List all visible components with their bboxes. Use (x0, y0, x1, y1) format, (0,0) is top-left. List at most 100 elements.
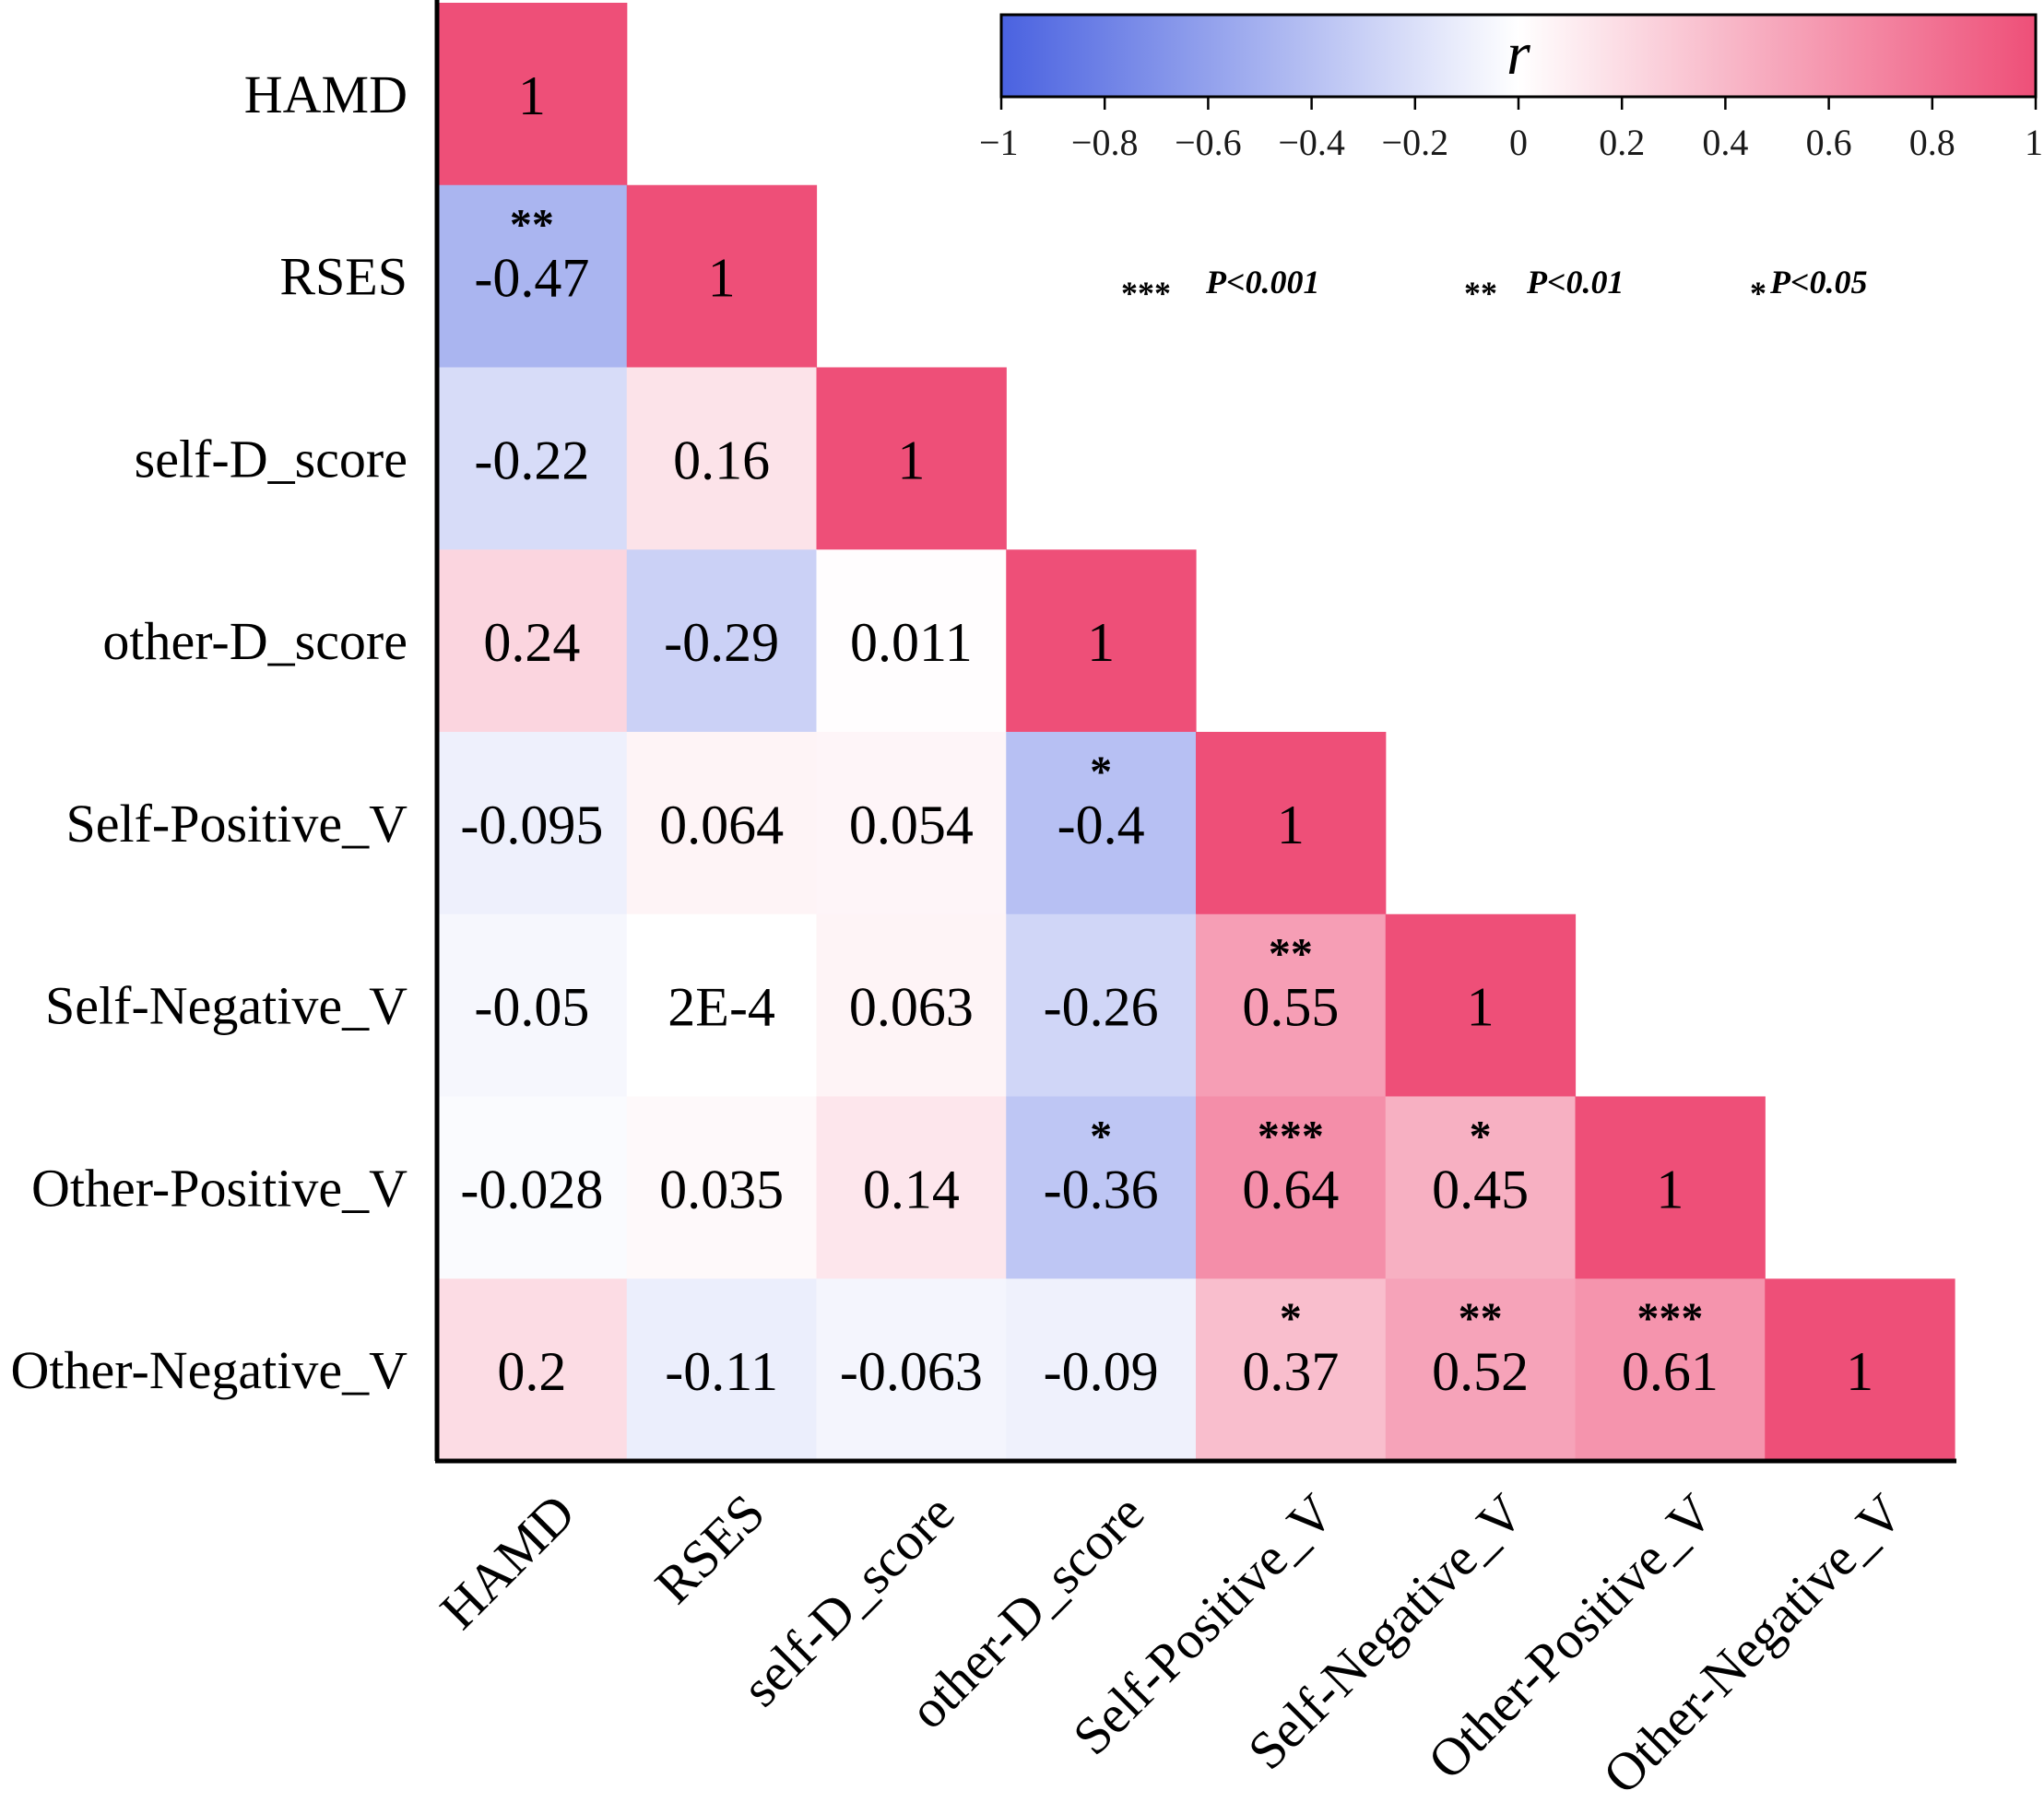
cell-value-label: 0.2 (497, 1341, 566, 1402)
cell-rect (1006, 732, 1197, 915)
row-label: Self-Positive_V (65, 794, 408, 854)
colorbar-tick-label: 0.4 (1702, 122, 1748, 163)
cell-value-label: -0.47 (474, 248, 589, 309)
column-label: RSES (644, 1482, 776, 1615)
colorbar-tick-label: 0.2 (1599, 122, 1645, 163)
cell-value-label: 0.37 (1242, 1341, 1339, 1402)
cell-rect (1196, 732, 1387, 915)
cell-rect (816, 1096, 1007, 1279)
cell-rect (626, 184, 818, 369)
heatmap-cell: 0.45* (1385, 1096, 1577, 1279)
legend-stars: *** (1121, 275, 1171, 312)
heatmap-cell: 0.011 (816, 549, 1007, 733)
cell-rect (626, 549, 818, 733)
significance-stars: ** (1269, 930, 1313, 979)
heatmap-cell: 2E-4 (626, 913, 818, 1098)
cell-value-label: -0.36 (1044, 1159, 1159, 1219)
legend-entry: * P<0.05 (1750, 264, 1868, 312)
cell-value-label: 0.24 (483, 612, 580, 673)
significance-stars: *** (1636, 1294, 1703, 1343)
heatmap-cell: -0.36* (1006, 1096, 1197, 1279)
cell-value-label: 0.61 (1622, 1341, 1719, 1402)
cell-rect (626, 367, 818, 550)
heatmap-cell: -0.22 (437, 367, 628, 550)
cell-rect (437, 3, 628, 186)
significance-stars: * (1090, 748, 1112, 796)
cell-value-label: 0.063 (849, 977, 974, 1038)
row-label: Other-Positive_V (31, 1158, 408, 1218)
heatmap-cell: 0.55** (1196, 913, 1387, 1098)
row-label: HAMD (244, 65, 408, 124)
cell-rect (437, 549, 628, 733)
significance-stars: * (1470, 1112, 1492, 1160)
colorbar-tick-label: −0.8 (1071, 122, 1139, 163)
legend-label: P<0.01 (1526, 264, 1625, 300)
cell-rect (1006, 1278, 1197, 1462)
colorbar-tick-label: −0.2 (1382, 122, 1449, 163)
heatmap-cell: -0.29 (626, 549, 818, 733)
colorbar-tick-label: −1 (979, 122, 1019, 163)
legend-label: P<0.05 (1769, 264, 1868, 300)
legend-label: P<0.001 (1205, 264, 1320, 300)
legend-stars: ** (1464, 275, 1497, 312)
significance-stars: ** (510, 201, 554, 250)
cell-value-label: 0.16 (673, 430, 770, 490)
heatmap-cell: 1 (1006, 549, 1197, 733)
cell-rect (1385, 913, 1577, 1098)
cell-rect (1196, 1096, 1387, 1279)
heatmap-cell: 0.24 (437, 549, 628, 733)
cell-value-label: -0.29 (664, 612, 779, 673)
cell-value-label: 1 (1467, 977, 1495, 1038)
heatmap-cell: 0.16 (626, 367, 818, 550)
heatmap-cell: -0.09 (1006, 1278, 1197, 1462)
heatmap-cell: 0.035 (626, 1096, 818, 1279)
cell-rect (437, 367, 628, 550)
significance-stars: *** (1258, 1112, 1324, 1160)
heatmap-cell: 0.063 (816, 913, 1007, 1098)
row-label: Self-Negative_V (45, 976, 408, 1036)
cell-rect (816, 913, 1007, 1098)
cell-value-label: -0.09 (1044, 1341, 1159, 1402)
cell-rect (816, 367, 1007, 550)
heatmap-cell: 0.37* (1196, 1278, 1387, 1462)
heatmap-cell: 0.054 (816, 732, 1007, 915)
heatmap-cell: 1 (1575, 1096, 1766, 1279)
cell-value-label: 1 (897, 430, 925, 490)
heatmap-cell: -0.095 (437, 732, 628, 915)
cell-rect (1006, 549, 1197, 733)
heatmap-cell: 0.61*** (1575, 1278, 1766, 1462)
heatmap-cell: 1 (1196, 732, 1387, 915)
cell-value-label: 1 (1656, 1159, 1684, 1219)
significance-legend: *** P<0.001 ** P<0.01 * P<0.05 (1121, 264, 1868, 312)
cell-rect (1765, 1278, 1955, 1462)
colorbar-tick-label: 0.6 (1806, 122, 1852, 163)
heatmap-cell: -0.063 (816, 1278, 1007, 1462)
colorbar-gradient (999, 13, 2038, 99)
cell-value-label: -0.063 (840, 1341, 983, 1402)
cell-value-label: 2E-4 (668, 977, 775, 1038)
cell-value-label: 1 (1087, 612, 1115, 673)
cell-rect (437, 732, 628, 915)
cell-value-label: 0.45 (1432, 1159, 1529, 1219)
legend-entry: ** P<0.01 (1464, 264, 1625, 312)
heatmap-cell: 1 (1385, 913, 1577, 1098)
legend-entry: *** P<0.001 (1121, 264, 1320, 312)
significance-stars: * (1280, 1294, 1302, 1343)
cell-value-label: 1 (1846, 1341, 1873, 1402)
cell-value-label: -0.05 (474, 977, 589, 1038)
cell-value-label: 1 (1277, 795, 1305, 855)
cell-rect (626, 1278, 818, 1462)
cell-value-label: 0.52 (1432, 1341, 1529, 1402)
cell-value-label: 0.064 (659, 795, 784, 855)
colorbar-title: r (1506, 20, 1530, 88)
cell-rect (626, 732, 818, 915)
heatmap-cell: -0.11 (626, 1278, 818, 1462)
cell-rect (1196, 913, 1387, 1098)
cell-value-label: 1 (518, 65, 546, 126)
heatmap-cell: 0.2 (437, 1278, 628, 1462)
column-label: HAMD (429, 1482, 586, 1640)
heatmap-cells: 1-0.47**1-0.22 0.16 10.24 -0.29 0.011 1-0.095… (437, 3, 1955, 1462)
cell-value-label: 0.011 (850, 612, 973, 673)
heatmap-cell: 0.64*** (1196, 1096, 1387, 1279)
cell-rect (437, 184, 628, 369)
